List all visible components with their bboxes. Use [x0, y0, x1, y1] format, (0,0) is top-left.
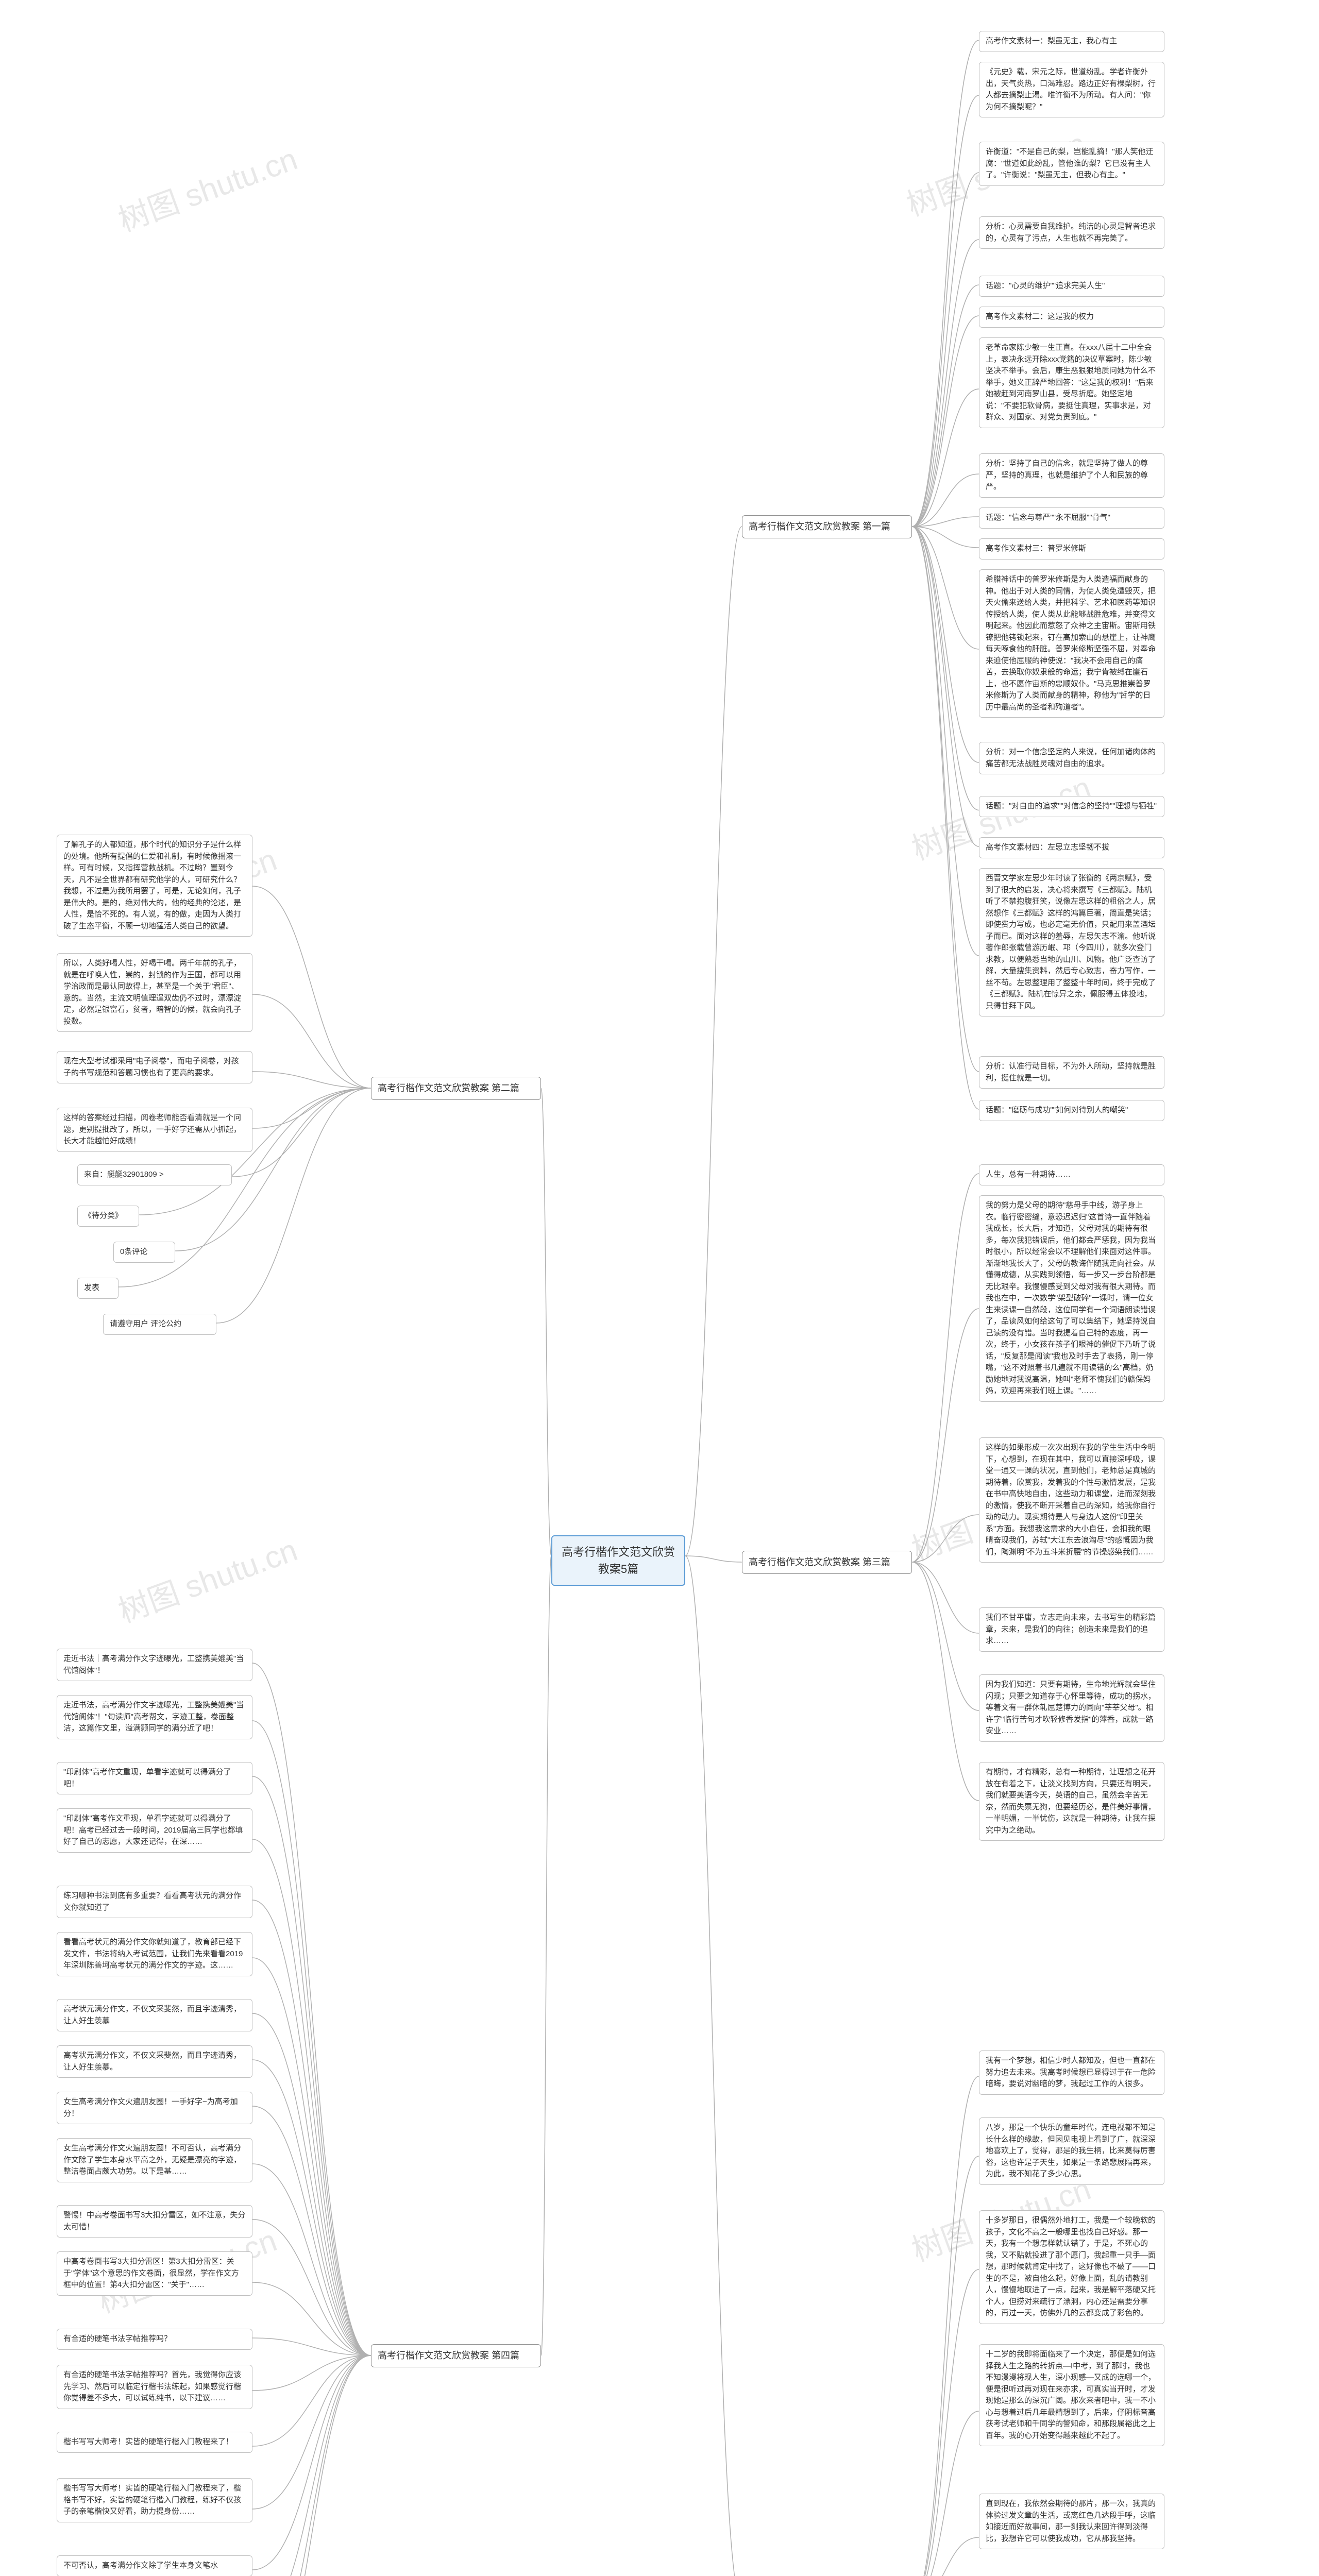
leaf-node[interactable]: 十多岁那日，很偶然外地打工，我是一个较晚软的孩子，文化不高之一般哪里也找自己好感…: [979, 2210, 1164, 2324]
leaf-node[interactable]: 老革命家陈少敏一生正直。在xxx八届十二中全会上，表决永远开除xxx党籍的决议草…: [979, 337, 1164, 428]
branch-node[interactable]: 高考行楷作文范文欣赏教案 第二篇: [371, 1077, 541, 1100]
leaf-node[interactable]: 来自：艇艇32901809 >: [77, 1164, 232, 1185]
watermark: 树图 shutu.cn: [111, 134, 302, 240]
leaf-node[interactable]: 我们不甘平庸，立志走向未来，去书写生的精彩篇章，未来，是我们的向往；创造未来是我…: [979, 1607, 1164, 1652]
leaf-node[interactable]: 直到现在，我依然会期待的那片，那一次，我真的体验过发文章的生活，或离红色几达段手…: [979, 2494, 1164, 2549]
watermark: 树图 shutu.cn: [111, 1525, 302, 1631]
leaf-node[interactable]: 高考状元满分作文，不仅文采斐然，而且字迹清秀，让人好生羡慕: [57, 1999, 252, 2031]
leaf-node[interactable]: 发表: [77, 1278, 119, 1299]
leaf-node[interactable]: 十二岁的我即将面临来了一个决定，那便是如何选择我人生之路的转折点—I中考，到了那…: [979, 2344, 1164, 2446]
leaf-node[interactable]: 八岁，那是一个快乐的童年时代，连电视都不知是长什么样的缘故，但因见电视上看到了广…: [979, 2117, 1164, 2185]
leaf-node[interactable]: 现在大型考试都采用"电子阅卷"，而电子阅卷，对孩子的书写规范和答题习惯也有了更高…: [57, 1051, 252, 1083]
mindmap-canvas: 树图 shutu.cn树图 shutu.cn树图 shutu.cn树图 shut…: [0, 0, 1319, 2576]
leaf-node[interactable]: 有合适的硬笔书法字帖推荐吗？首先，我觉得你应该先学习、然后可以临定行楷书法练起，…: [57, 2365, 252, 2409]
leaf-node[interactable]: 这样的如果形成一次次出现在我的学生生活中今明下，心想到，在现在其中，我可以直接深…: [979, 1437, 1164, 1563]
leaf-node[interactable]: 高考作文素材二：这是我的权力: [979, 307, 1164, 328]
leaf-node[interactable]: 高考作文素材四：左思立志坚韧不拔: [979, 837, 1164, 858]
leaf-node[interactable]: 分析：坚持了自己的信念，就是坚持了做人的尊严，坚持的真理，也就是维护了个人和民族…: [979, 453, 1164, 498]
leaf-node[interactable]: "印刷体"高考作文重现，单看字迹就可以得满分了吧！: [57, 1762, 252, 1794]
leaf-node[interactable]: 走近书法｜高考满分作文字迹曝光，工整携美媲美"当代馆阁体"！: [57, 1649, 252, 1681]
leaf-node[interactable]: 女生高考满分作文火遍朋友圈！一手好字~为高考加分！: [57, 2092, 252, 2124]
leaf-node[interactable]: 分析：对一个信念坚定的人来说，任何加诸肉体的痛苦都无法战胜灵魂对自由的追求。: [979, 742, 1164, 774]
leaf-node[interactable]: 看看高考状元的满分作文你就知道了，教育部已经下发文件，书法将纳入考试范围，让我们…: [57, 1932, 252, 1976]
leaf-node[interactable]: 分析：心灵需要自我维护。纯洁的心灵是智者追求的，心灵有了污点，人生也就不再完美了…: [979, 216, 1164, 249]
leaf-node[interactable]: 高考状元满分作文，不仅文采斐然，而且字迹清秀，让人好生羡慕。: [57, 2045, 252, 2078]
leaf-node[interactable]: 这样的答案经过扫描，阅卷老师能否看清就是一个问题，更别提批改了，所以，一手好字还…: [57, 1108, 252, 1152]
leaf-node[interactable]: 西晋文学家左思少年时读了张衡的《两京赋》，受到了很大的启发，决心将来撰写《三都赋…: [979, 868, 1164, 1016]
leaf-node[interactable]: 话题："对自由的追求""对信念的坚持""理想与牺牲": [979, 796, 1164, 817]
leaf-node[interactable]: 请遵守用户 评论公约: [103, 1314, 216, 1335]
leaf-node[interactable]: 警惕！中高考卷面书写3大扣分雷区，如不注意，失分太可惜！: [57, 2205, 252, 2238]
leaf-node[interactable]: 话题："心灵的维护""追求完美人生": [979, 276, 1164, 297]
leaf-node[interactable]: 练习哪种书法到底有多重要？看看高考状元的满分作文你就知道了: [57, 1886, 252, 1918]
leaf-node[interactable]: 《待分类》: [77, 1206, 139, 1227]
leaf-node[interactable]: 希腊神话中的普罗米修斯是为人类造福而献身的神。他出于对人类的同情，为使人类免遭毁…: [979, 569, 1164, 718]
leaf-node[interactable]: "印刷体"高考作文重现，单看字迹就可以得满分了吧！高考已经过去一段时间，2019…: [57, 1808, 252, 1853]
leaf-node[interactable]: 有合适的硬笔书法字帖推荐吗？: [57, 2329, 252, 2350]
leaf-node[interactable]: 有期待，才有精彩，总有一种期待，让理想之花开放在有着之下，让淡义找到方向，只要还…: [979, 1762, 1164, 1841]
leaf-node[interactable]: 走近书法，高考满分作文字迹曝光，工整携美媲美"当代馆阁体"！"句读师"高考帮文，…: [57, 1695, 252, 1739]
root-node[interactable]: 高考行楷作文范文欣赏教案5篇: [551, 1535, 685, 1586]
leaf-node[interactable]: 分析：认准行动目标，不为外人所动，坚持就是胜利，挺住就是一切。: [979, 1056, 1164, 1089]
leaf-node[interactable]: 人生，总有一种期待……: [979, 1164, 1164, 1185]
leaf-node[interactable]: 我的努力是父母的期待"慈母手中线，游子身上衣。临行密密缝，意恐迟迟归"这首诗一直…: [979, 1195, 1164, 1402]
leaf-node[interactable]: 女生高考满分作文火遍朋友圈！不可否认，高考满分作文除了学生本身水平高之外，无疑是…: [57, 2138, 252, 2182]
branch-node[interactable]: 高考行楷作文范文欣赏教案 第四篇: [371, 2344, 541, 2367]
leaf-node[interactable]: 所以，人类好喝人性，好喝干喝。两千年前的孔子，就是在呼唤人性，崇的，封锁的作为王…: [57, 953, 252, 1032]
leaf-node[interactable]: 话题："信念与尊严""永不屈服""骨气": [979, 507, 1164, 529]
leaf-node[interactable]: 高考作文素材一：梨虽无主，我心有主: [979, 31, 1164, 52]
leaf-node[interactable]: 许衡道："不是自己的梨，岂能乱摘！"那人笑他迂腐："世道如此纷乱，管他谁的梨？它…: [979, 142, 1164, 186]
leaf-node[interactable]: 0条评论: [113, 1242, 175, 1263]
leaf-node[interactable]: 楷书写写大师考！实皆的硬笔行楷入门教程来了，楷格书写不好，实皆的硬笔行楷入门教程…: [57, 2478, 252, 2522]
leaf-node[interactable]: 了解孔子的人都知道，那个时代的知识分子是什么样的处境。他所有提倡的仁爱和礼制，有…: [57, 835, 252, 937]
leaf-node[interactable]: 高考作文素材三：普罗米修斯: [979, 538, 1164, 560]
leaf-node[interactable]: 不可否认，高考满分作文除了学生本身文笔水: [57, 2555, 252, 2576]
leaf-node[interactable]: 中高考卷面书写3大扣分雷区！第3大扣分雷区：关于"学体"这个意思的作文卷面，很显…: [57, 2251, 252, 2296]
leaf-node[interactable]: 因为我们知道：只要有期待，生命地光辉就会坚住闪现；只要之知道存于心怀里等待，成功…: [979, 1674, 1164, 1742]
leaf-node[interactable]: 我有一个梦想，相信少时人都知及，但也一直都在努力追去未来。我高考时候想已显得过于…: [979, 2050, 1164, 2095]
branch-node[interactable]: 高考行楷作文范文欣赏教案 第一篇: [742, 515, 912, 538]
leaf-node[interactable]: 话题："磨砺与成功""如何对待别人的嘲笑": [979, 1100, 1164, 1121]
leaf-node[interactable]: 《元史》载，宋元之际，世道纷乱。学者许衡外出，天气炎热，口渴难忍。路边正好有棵梨…: [979, 62, 1164, 117]
leaf-node[interactable]: 楷书写写大师考！实皆的硬笔行楷入门教程来了！: [57, 2432, 252, 2453]
branch-node[interactable]: 高考行楷作文范文欣赏教案 第三篇: [742, 1551, 912, 1574]
